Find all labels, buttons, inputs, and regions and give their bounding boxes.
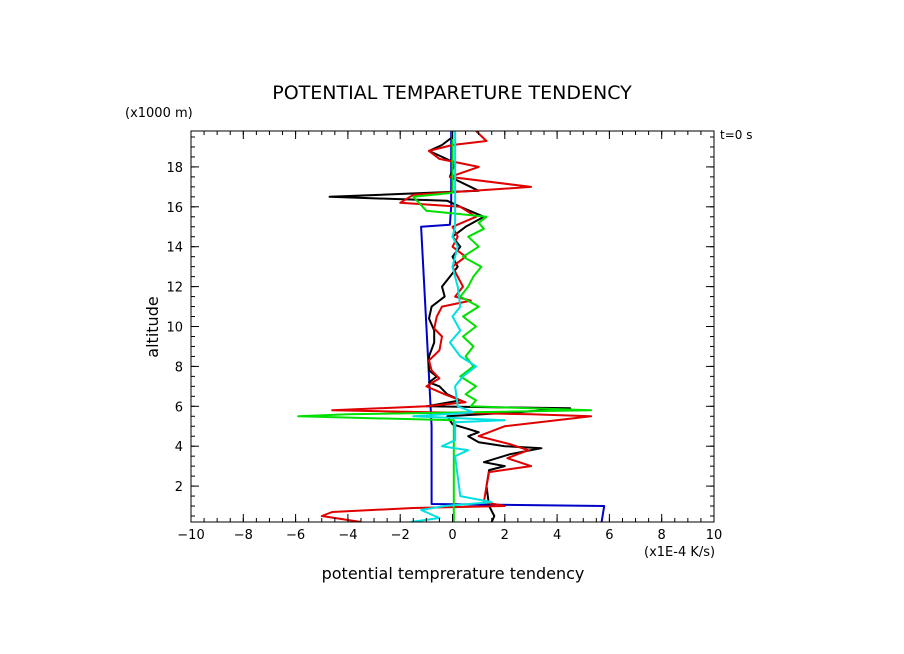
y-tick-label: 12 (166, 281, 183, 296)
x-tick-label: 6 (605, 528, 613, 543)
y-tick-label: 4 (175, 440, 183, 455)
series-line-1 (328, 136, 572, 522)
series-layer (297, 131, 606, 522)
y-tick-label: 8 (175, 360, 183, 375)
y-tick-label: 10 (166, 321, 183, 336)
x-tick-label: 2 (501, 528, 509, 543)
y-tick-label: 2 (175, 480, 183, 495)
x-tick-label: 10 (706, 528, 723, 543)
x-unit-label: (x1E-4 K/s) (644, 545, 715, 560)
x-tick-label: 4 (553, 528, 561, 543)
x-tick-label: −8 (234, 528, 253, 543)
y-unit-label: (x1000 m) (125, 106, 193, 121)
y-tick-label: 6 (175, 400, 183, 415)
y-tick-label: 14 (166, 241, 183, 256)
series-line-4 (410, 131, 506, 522)
x-axis-label: potential temprerature tendency (322, 564, 585, 583)
time-label: t=0 s (720, 128, 752, 142)
y-tick-label: 16 (166, 201, 183, 216)
chart-title: POTENTIAL TEMPARETURE TENDENCY (272, 82, 632, 104)
y-axis-label: altitude (143, 296, 162, 357)
series-line-3 (297, 131, 593, 522)
x-tick-label: 8 (658, 528, 666, 543)
x-tick-label: −10 (177, 528, 204, 543)
series-line-2 (320, 131, 593, 522)
axes-layer: −10 −8 −6 −4 −2 0 2 4 6 8 10 2 4 6 8 10 12 14 16 18 (166, 130, 723, 543)
x-tick-label: −2 (391, 528, 410, 543)
x-tick-label: 0 (448, 528, 456, 543)
x-tick-label: −6 (286, 528, 305, 543)
y-tick-label: 18 (166, 161, 183, 176)
series-line-0 (420, 131, 606, 522)
x-tick-label: −4 (338, 528, 357, 543)
